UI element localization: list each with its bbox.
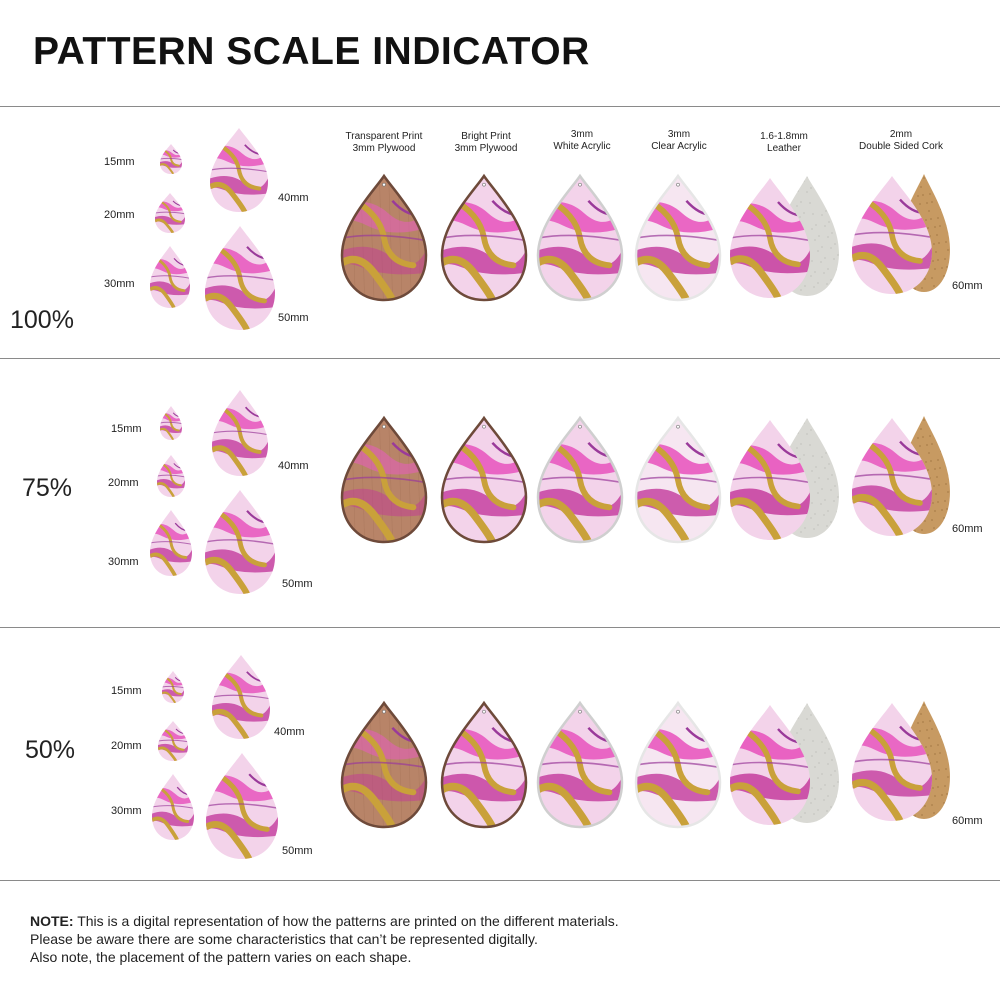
- size-sample-40mm: [212, 390, 268, 476]
- size-label-s15: 15mm: [111, 423, 142, 435]
- material-drop-leather-front: [730, 178, 810, 298]
- material-drop-plywood-transparent: [340, 700, 428, 829]
- material-drop-acrylic-white: [536, 173, 624, 302]
- scale-label: 100%: [10, 306, 74, 334]
- size-label-s30: 30mm: [111, 805, 142, 817]
- divider-1: [0, 358, 1000, 359]
- size-label-s50: 50mm: [278, 312, 309, 324]
- material-drop-plywood-bright: [440, 173, 528, 302]
- material-drop-cork-front: [852, 703, 932, 821]
- material-drop-plywood-bright: [440, 700, 528, 829]
- size-sample-20mm: [155, 193, 185, 233]
- size-sample-50mm: [205, 226, 275, 330]
- size-sample-20mm: [158, 721, 188, 761]
- size-label-s20: 20mm: [104, 209, 135, 221]
- material-drop-acrylic-clear: [634, 415, 722, 544]
- note-label: NOTE:: [30, 913, 74, 929]
- material-header-clear-acrylic: 3mm Clear Acrylic: [651, 129, 707, 152]
- size-sample-15mm: [160, 406, 182, 440]
- size-label-s30: 30mm: [108, 556, 139, 568]
- size-sample-30mm: [150, 246, 190, 308]
- material-header-white-acrylic: 3mm White Acrylic: [553, 129, 611, 152]
- size-sample-50mm: [206, 753, 278, 859]
- note-line-1: This is a digital representation of how …: [73, 913, 619, 929]
- material-drop-acrylic-white: [536, 700, 624, 829]
- material-drop-acrylic-clear: [634, 700, 722, 829]
- size-label-s60: 60mm: [952, 815, 983, 827]
- size-label-s20: 20mm: [111, 740, 142, 752]
- material-header-bright-plywood: Bright Print 3mm Plywood: [454, 131, 518, 154]
- material-drop-plywood-bright: [440, 415, 528, 544]
- size-label-s15: 15mm: [104, 156, 135, 168]
- page-title: PATTERN SCALE INDICATOR: [33, 30, 590, 73]
- material-header-transparent-plywood: Transparent Print 3mm Plywood: [345, 131, 423, 154]
- material-header-leather: 1.6-1.8mm Leather: [760, 131, 808, 154]
- size-label-s50: 50mm: [282, 578, 313, 590]
- material-header-cork: 2mm Double Sided Cork: [859, 129, 943, 152]
- size-sample-15mm: [162, 671, 184, 703]
- material-drop-plywood-transparent: [340, 415, 428, 544]
- size-label-s40: 40mm: [278, 192, 309, 204]
- size-sample-30mm: [152, 774, 194, 840]
- size-sample-15mm: [160, 144, 182, 174]
- material-drop-leather-front: [730, 705, 810, 825]
- size-label-s40: 40mm: [274, 726, 305, 738]
- scale-label: 50%: [25, 736, 76, 764]
- note-line-3: Also note, the placement of the pattern …: [30, 949, 412, 965]
- material-drop-cork-front: [852, 176, 932, 294]
- size-label-s15: 15mm: [111, 685, 142, 697]
- divider-top: [0, 106, 1000, 107]
- size-label-s40: 40mm: [278, 460, 309, 472]
- material-drop-acrylic-white: [536, 415, 624, 544]
- note-text: NOTE: This is a digital representation o…: [30, 912, 970, 966]
- size-sample-30mm: [150, 510, 192, 576]
- divider-bottom: [0, 880, 1000, 881]
- material-drop-leather-front: [730, 420, 810, 540]
- scale-label: 75%: [22, 474, 73, 502]
- size-sample-40mm: [212, 655, 270, 739]
- size-label-s20: 20mm: [108, 477, 139, 489]
- size-label-s30: 30mm: [104, 278, 135, 290]
- size-label-s60: 60mm: [952, 280, 983, 292]
- note-line-2: Please be aware there are some character…: [30, 931, 538, 947]
- size-label-s50: 50mm: [282, 845, 313, 857]
- size-label-s60: 60mm: [952, 523, 983, 535]
- material-drop-acrylic-clear: [634, 173, 722, 302]
- size-sample-40mm: [210, 128, 268, 212]
- material-drop-cork-front: [852, 418, 932, 536]
- material-drop-plywood-transparent: [340, 173, 428, 302]
- size-sample-20mm: [157, 455, 185, 497]
- size-sample-50mm: [205, 490, 275, 594]
- divider-2: [0, 627, 1000, 628]
